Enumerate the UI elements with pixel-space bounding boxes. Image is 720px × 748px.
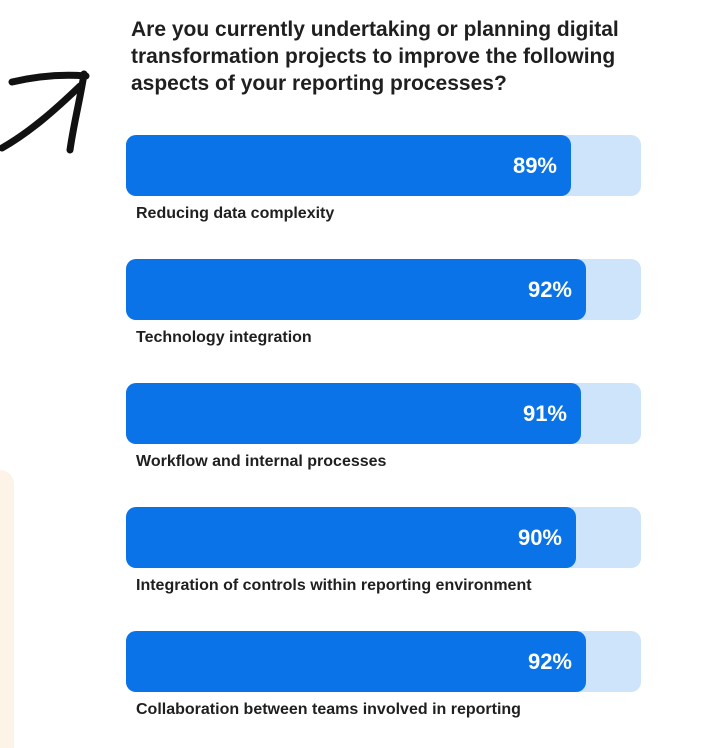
bar-group: 92% Technology integration xyxy=(126,259,641,347)
bar-category-label: Workflow and internal processes xyxy=(136,453,387,470)
bar-track: 90% xyxy=(126,507,641,568)
bar: 90% xyxy=(126,507,576,568)
survey-question: Are you currently undertaking or plannin… xyxy=(131,18,619,95)
bar-value-label: 89% xyxy=(512,153,557,178)
bar-category-label: Collaboration between teams involved in … xyxy=(136,701,521,718)
bar-value-label: 92% xyxy=(527,277,572,302)
bar-group: 92% Collaboration between teams involved … xyxy=(126,631,641,719)
bar-category-label: Technology integration xyxy=(136,329,312,346)
bar-track: 92% xyxy=(126,259,641,320)
bar-track: 89% xyxy=(126,135,641,196)
side-panel xyxy=(0,470,14,748)
bar: 91% xyxy=(126,383,581,444)
bar: 92% xyxy=(126,259,586,320)
bar-track: 91% xyxy=(126,383,641,444)
bar-track: 92% xyxy=(126,631,641,692)
bar-value-label: 90% xyxy=(517,525,562,550)
bar-category-label: Reducing data complexity xyxy=(136,205,335,222)
hand-drawn-arrow-icon xyxy=(0,70,90,154)
bar: 92% xyxy=(126,631,586,692)
bar-value-label: 92% xyxy=(527,649,572,674)
bar-group: 89% Reducing data complexity xyxy=(126,135,641,223)
bar: 89% xyxy=(126,135,571,196)
bar-category-label: Integration of controls within reporting… xyxy=(136,577,532,594)
bar-group: 91% Workflow and internal processes xyxy=(126,383,641,471)
bar-group: 90% Integration of controls within report… xyxy=(126,507,641,595)
bar-value-label: 91% xyxy=(522,401,567,426)
